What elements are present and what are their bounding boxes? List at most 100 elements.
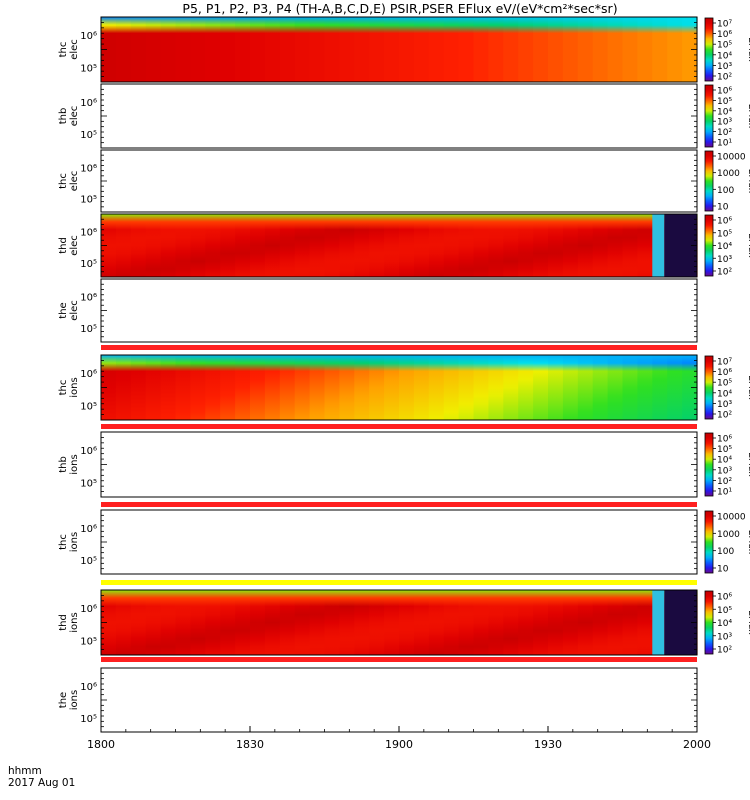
- y-tick-label: 10⁶: [80, 31, 97, 42]
- colorbar-tick-label: 10⁵: [717, 41, 732, 51]
- spectrogram-cell: [101, 17, 117, 82]
- spectrogram-cell: [443, 17, 460, 82]
- panel-the-ions: 10⁶ 10⁵ the ions: [58, 667, 698, 733]
- spectrogram-cell: [354, 17, 370, 82]
- panel-probe-label: thd: [58, 237, 69, 254]
- spectrogram-cell: [160, 214, 177, 277]
- spectrogram-cell: [637, 214, 653, 277]
- spectrogram-cell: [473, 355, 489, 420]
- spectrogram-cell: [428, 355, 445, 420]
- x-tick-label: 1930: [534, 738, 562, 751]
- spectrogram-cell: [220, 590, 236, 655]
- spectrogram-cell: [205, 17, 221, 82]
- colorbar-tick-label: 10²: [717, 411, 732, 421]
- spectrogram-cell: [250, 214, 266, 277]
- panel-probe-label: the: [58, 302, 69, 318]
- spectrogram-cell: [682, 17, 698, 82]
- spectrogram-cell: [205, 590, 221, 655]
- y-tick-label: 10⁵: [80, 714, 97, 725]
- colorbar-tick-label: 10⁴: [717, 619, 732, 629]
- spectrogram-cell: [309, 590, 326, 655]
- spectrogram-cell: [369, 214, 385, 277]
- spectrogram-cell: [160, 590, 177, 655]
- spectrogram-cell: [384, 355, 400, 420]
- spectrogram-cell: [264, 17, 281, 82]
- panel-thc-ions: 10⁶ 10⁵ thc ions 10000 1000 100 10 EFlux: [58, 509, 750, 575]
- spectrogram-cell: [399, 214, 415, 277]
- panel-species-label: elec: [69, 300, 80, 321]
- colorbar-tick-label: 100: [717, 186, 734, 196]
- spectrogram-cell: [622, 355, 638, 420]
- spectrogram-cell: [175, 214, 191, 277]
- spectrogram-cell: [473, 214, 489, 277]
- y-tick-label: 10⁵: [80, 130, 97, 141]
- spectrogram-cell: [369, 590, 385, 655]
- colorbar-tick-label: 10¹: [717, 488, 732, 498]
- spectrogram-cell: [250, 590, 266, 655]
- colorbar-tick-label: 10⁷: [717, 20, 732, 30]
- spectrogram-cell: [130, 590, 147, 655]
- y-tick-label: 10⁶: [80, 682, 97, 693]
- colorbar-tick-label: 10⁴: [717, 51, 732, 61]
- colorbar-tick-label: 10²: [717, 73, 732, 83]
- spectrogram-cell: [428, 590, 445, 655]
- spectrogram-cell: [130, 355, 147, 420]
- spectrogram-cell: [607, 590, 624, 655]
- spectrogram-cell: [384, 17, 400, 82]
- colorbar-tick-label: 10⁵: [717, 229, 732, 239]
- spectrogram-cell: [488, 590, 504, 655]
- spectrogram-cell: [562, 17, 579, 82]
- spectrogram-cell: [324, 214, 340, 277]
- spectrogram-cell: [413, 214, 430, 277]
- panel-frame: [100, 83, 698, 149]
- spectrogram-cell: [562, 214, 579, 277]
- spectrogram-cell: [130, 214, 147, 277]
- y-tick-label: 10⁵: [80, 637, 97, 648]
- spectrogram-cell: [294, 355, 311, 420]
- spectrogram-cell: [115, 355, 132, 420]
- colorbar-tick-label: 10⁶: [717, 593, 732, 603]
- spectrogram-cell: [101, 355, 117, 420]
- colorbar: [704, 150, 714, 212]
- spectrogram-cell: [399, 590, 415, 655]
- spectrogram-cell: [324, 355, 340, 420]
- colorbar-tick-label: 10³: [717, 255, 732, 265]
- chart-title: P5, P1, P2, P3, P4 (TH-A,B,C,D,E) PSIR,P…: [182, 1, 617, 16]
- colorbar-label: EFlux: [746, 169, 750, 194]
- colorbar-tick-label: 10⁶: [717, 368, 732, 378]
- colorbar-tick-label: 10⁶: [717, 435, 732, 445]
- colorbar-tick-label: 10³: [717, 400, 732, 410]
- panel-the-elec: 10⁶ 10⁵ the elec: [58, 278, 698, 343]
- spectrogram-cell: [235, 214, 251, 277]
- spectrogram-cell: [190, 17, 206, 82]
- panel-frame: [100, 149, 698, 213]
- spectrogram-cell: [339, 590, 355, 655]
- spectrogram-cell: [339, 17, 355, 82]
- spectrogram-cell: [413, 17, 430, 82]
- colorbar-label: EFlux: [746, 37, 750, 62]
- colorbar-tick-label: 10²: [717, 268, 732, 278]
- colorbar-tick-label: 10: [717, 203, 729, 213]
- spectrogram-cell: [503, 17, 519, 82]
- fill-band: [101, 580, 697, 585]
- spectrogram-cell: [682, 355, 698, 420]
- panel-probe-label: thd: [58, 614, 69, 631]
- panel-species-label: elec: [69, 106, 80, 127]
- spectrogram-cell: [190, 590, 206, 655]
- panel-species-label: ions: [69, 612, 80, 632]
- spectrogram-cell: [279, 17, 296, 82]
- spectrogram-cell: [458, 17, 475, 82]
- spectrogram-cell: [533, 590, 549, 655]
- colorbar-tick-label: 100: [717, 547, 734, 557]
- spectrogram-cell: [503, 214, 519, 277]
- spectrogram-cell: [115, 214, 132, 277]
- spectrogram-cell: [622, 17, 638, 82]
- spectrogram-cell: [607, 214, 624, 277]
- spectrogram-cell: [413, 355, 430, 420]
- colorbar-tick-label: 10: [717, 565, 729, 575]
- panel-probe-label: thc: [58, 534, 69, 550]
- spectrogram-cell: [548, 590, 564, 655]
